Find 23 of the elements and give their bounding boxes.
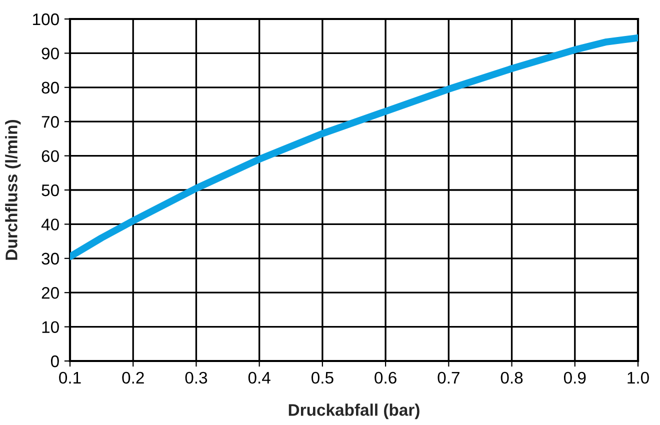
x-tick-label: 1.0 (628, 372, 649, 384)
x-tick-label: 0.7 (438, 372, 460, 384)
x-tick-label: 0.6 (374, 372, 396, 384)
y-tick-label: 90 (42, 48, 59, 60)
y-tick-label: 40 (41, 218, 59, 230)
x-tick-label: 0.2 (122, 372, 144, 384)
y-tick-label: 10 (42, 321, 59, 334)
x-tick-label: 0.5 (312, 372, 334, 384)
y-tick-label: 20 (42, 287, 59, 299)
x-tick-label: 0.8 (500, 372, 523, 384)
y-tick-label: 30 (42, 252, 59, 265)
x-tick-label: 0.3 (185, 372, 208, 384)
y-axis-title: Durchfluss (l/min) (5, 120, 21, 260)
x-axis-title: Druckabfall (bar) (288, 404, 420, 420)
x-tick-label: 0.1 (59, 372, 81, 384)
y-tick-label: 100 (33, 13, 59, 26)
y-tick-label: 50 (42, 184, 59, 196)
y-tick-label: 0 (50, 355, 59, 368)
y-tick-label: 80 (42, 82, 59, 94)
x-tick-label: 0.9 (564, 372, 586, 384)
y-tick-label: 70 (42, 116, 59, 128)
y-tick-label: 60 (42, 150, 59, 162)
x-tick-label: 0.4 (248, 372, 270, 384)
